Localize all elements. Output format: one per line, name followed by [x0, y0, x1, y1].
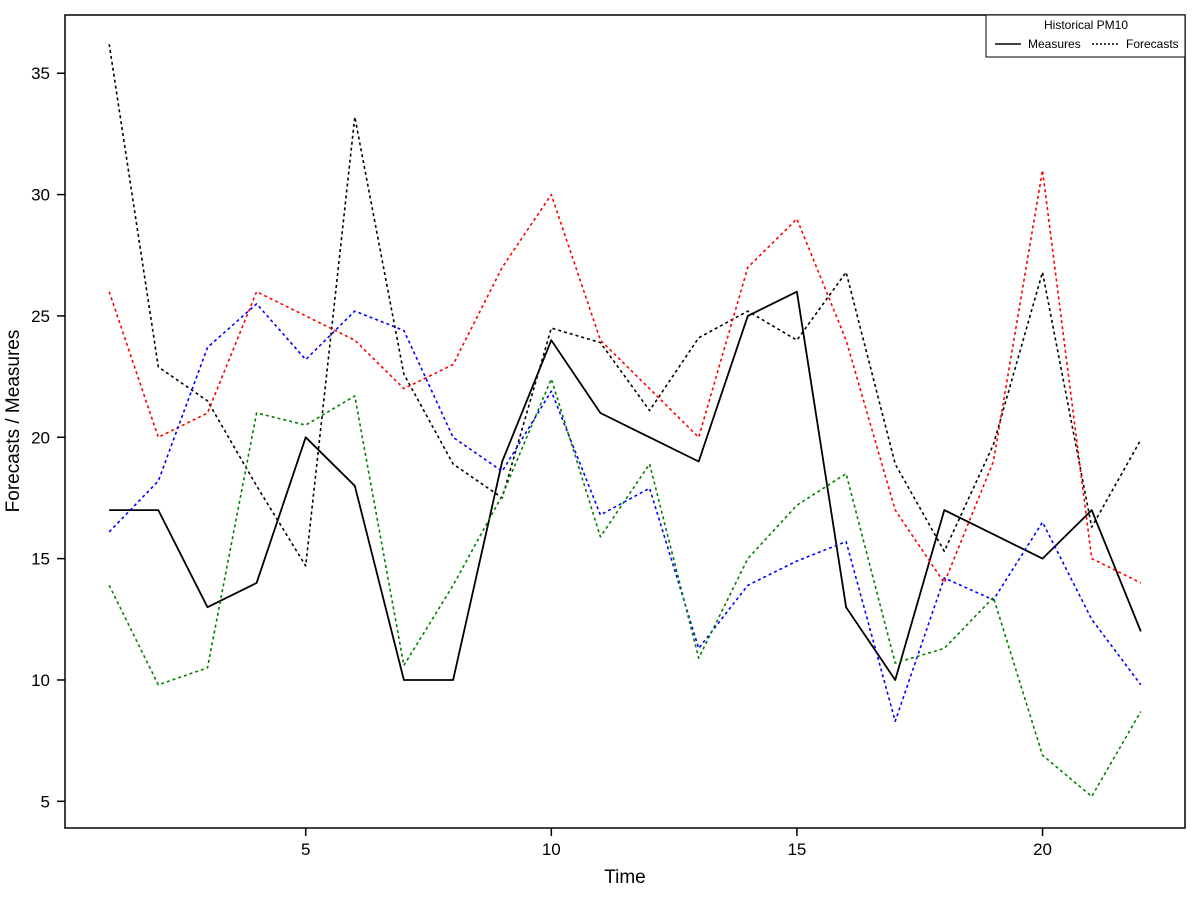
legend-label-measures: Measures [1028, 37, 1081, 51]
legend-box [985, 14, 1186, 58]
y-tick-label: 35 [31, 64, 50, 83]
y-tick-label: 5 [41, 792, 50, 811]
axis-ticks: 5 10 15 20 5 10 15 20 25 30 35 [31, 64, 1052, 859]
legend-title: Historical PM10 [1044, 18, 1128, 32]
y-tick-label: 10 [31, 671, 50, 690]
series-lines [108, 43, 1142, 798]
x-tick-label: 15 [787, 840, 806, 859]
y-tick-label: 30 [31, 186, 50, 205]
legend-label-forecasts: Forecasts [1126, 37, 1179, 51]
x-tick-label: 10 [542, 840, 561, 859]
y-tick-label: 20 [31, 428, 50, 447]
legend: Historical PM10 Measures Forecasts [985, 14, 1186, 58]
plot-frame [64, 14, 1186, 829]
forecast-line-3 [108, 302, 1142, 723]
measures-line-0 [109, 290, 1142, 681]
x-axis-label: Time [604, 867, 646, 888]
x-tick-label: 5 [301, 840, 310, 859]
x-tick-label: 20 [1033, 840, 1052, 859]
forecast-line-1 [108, 43, 1142, 567]
y-tick-label: 15 [31, 550, 50, 569]
forecast-line-4 [108, 378, 1142, 798]
forecast-line-2 [108, 169, 1142, 584]
y-axis-label: Forecasts / Measures [3, 330, 24, 513]
y-tick-label: 25 [31, 307, 50, 326]
